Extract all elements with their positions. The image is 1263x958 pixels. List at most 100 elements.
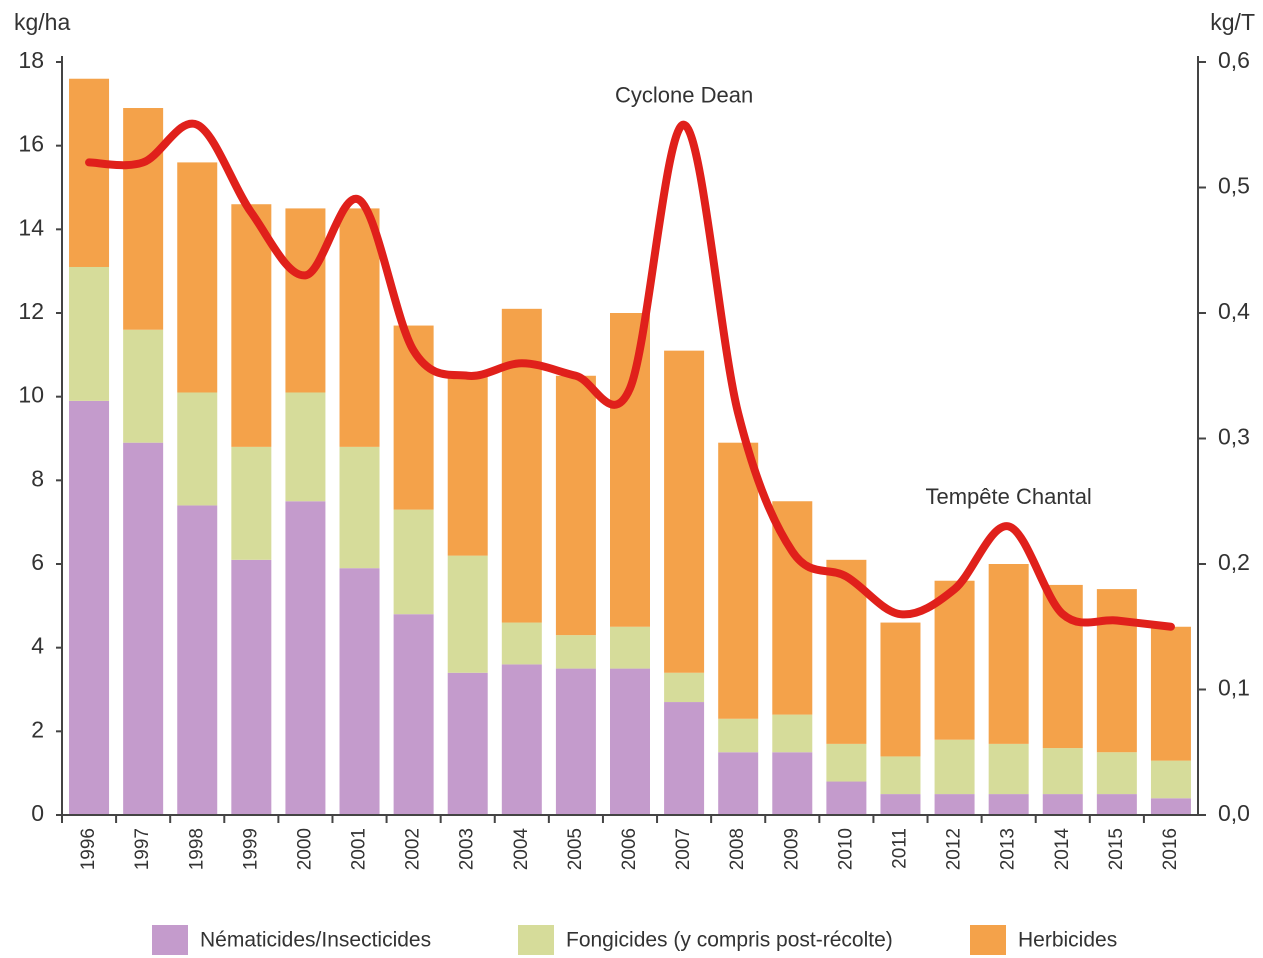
- y2-tick-label: 0,5: [1218, 173, 1250, 199]
- bar-segment: [826, 781, 867, 815]
- bar-segment: [339, 208, 380, 447]
- y-tick-label: 4: [31, 633, 44, 659]
- bar-segment: [447, 375, 488, 556]
- bar-segment: [555, 635, 596, 669]
- legend-label: Herbicides: [1018, 929, 1117, 952]
- legend-swatch: [518, 925, 554, 955]
- legend-swatch: [152, 925, 188, 955]
- bar-segment: [123, 108, 164, 330]
- bar-segment: [69, 266, 110, 401]
- bar-segment: [555, 668, 596, 815]
- bar-segment: [934, 794, 975, 815]
- x-tick-label: 2006: [619, 828, 640, 870]
- bar-segment: [447, 672, 488, 815]
- y-tick-label: 8: [31, 465, 44, 491]
- bar-segment: [393, 614, 434, 815]
- bar-segment: [826, 743, 867, 782]
- bar-segment: [231, 559, 272, 815]
- legend-label: Fongicides (y compris post-récolte): [566, 929, 893, 952]
- bar-segment: [1096, 589, 1137, 753]
- bar-segment: [1042, 794, 1083, 815]
- bar-segment: [447, 555, 488, 673]
- legend-label: Nématicides/Insecticides: [200, 929, 431, 952]
- x-tick-label: 2004: [511, 828, 532, 871]
- y2-tick-label: 0,1: [1218, 675, 1250, 701]
- bar-segment: [501, 308, 542, 623]
- bar-segment: [718, 442, 759, 719]
- bar-segment: [177, 162, 218, 393]
- y2-tick-label: 0,4: [1218, 298, 1250, 324]
- x-tick-label: 1998: [186, 828, 207, 870]
- bar-segment: [718, 752, 759, 815]
- y2-axis-label: kg/T: [1210, 9, 1255, 35]
- bar-segment: [772, 752, 813, 815]
- bar-segment: [1150, 798, 1191, 815]
- bar-segment: [231, 446, 272, 560]
- annotation: Cyclone Dean: [615, 83, 753, 108]
- bar-segment: [123, 442, 164, 815]
- y-tick-label: 6: [31, 549, 44, 575]
- y2-tick-label: 0,3: [1218, 424, 1250, 450]
- bar-segment: [610, 668, 650, 815]
- bar-segment: [718, 718, 759, 753]
- x-tick-label: 2007: [673, 828, 694, 870]
- bar-segment: [934, 580, 975, 740]
- bar-segment: [285, 392, 326, 502]
- x-tick-label: 2008: [727, 828, 748, 870]
- y-tick-label: 12: [18, 298, 44, 324]
- y2-tick-label: 0,2: [1218, 549, 1250, 575]
- bar-segment: [123, 329, 164, 443]
- bar-segment: [555, 375, 596, 636]
- bar-segment: [339, 568, 380, 815]
- bar-segment: [664, 350, 705, 673]
- x-tick-label: 2002: [403, 828, 424, 870]
- x-tick-label: 2001: [349, 828, 370, 870]
- bar-segment: [339, 446, 380, 569]
- bar-segment: [988, 564, 1029, 744]
- x-tick-label: 2015: [1106, 828, 1127, 870]
- bar-segment: [177, 505, 218, 815]
- bar-segment: [69, 400, 110, 815]
- x-tick-label: 2014: [1052, 828, 1073, 871]
- bar-segment: [1150, 626, 1191, 761]
- x-tick-label: 2005: [565, 828, 586, 870]
- bar-segment: [1096, 752, 1137, 795]
- bar-segment: [934, 739, 975, 795]
- x-tick-label: 2009: [781, 828, 802, 870]
- bar-segment: [1096, 794, 1137, 815]
- bar-segment: [285, 208, 326, 393]
- line: [85, 119, 1175, 631]
- bar-segment: [772, 714, 813, 753]
- y-tick-label: 18: [18, 47, 44, 73]
- y-axis-label: kg/ha: [14, 9, 70, 35]
- x-tick-label: 1999: [240, 828, 261, 870]
- bar-segment: [610, 313, 650, 627]
- x-tick-label: 1996: [78, 828, 99, 870]
- legend-swatch: [970, 925, 1006, 955]
- y-tick-label: 16: [18, 131, 44, 157]
- bar-segment: [501, 664, 542, 815]
- bar-segment: [1042, 748, 1083, 795]
- bar-segment: [393, 509, 434, 615]
- y-tick-label: 2: [31, 716, 44, 742]
- bar-segment: [177, 392, 218, 506]
- bar-segment: [880, 622, 921, 757]
- x-tick-label: 2012: [944, 828, 965, 870]
- bar-segment: [1150, 760, 1191, 799]
- x-tick-label: 2011: [889, 828, 910, 869]
- bar-segment: [880, 756, 921, 795]
- y2-tick-label: 0,6: [1218, 47, 1250, 73]
- bar-segment: [231, 204, 272, 447]
- x-tick-label: 2010: [835, 828, 856, 870]
- y-tick-label: 10: [18, 382, 44, 408]
- bar-segment: [69, 78, 110, 267]
- x-tick-label: 1997: [132, 828, 153, 870]
- bar-segment: [988, 743, 1029, 795]
- x-tick-label: 2013: [998, 828, 1019, 870]
- y-tick-label: 0: [31, 800, 44, 826]
- x-tick-label: 2016: [1160, 828, 1181, 870]
- bar-segment: [988, 794, 1029, 815]
- bar-segment: [285, 501, 326, 815]
- x-tick-label: 2003: [457, 828, 478, 870]
- y2-tick-label: 0,0: [1218, 800, 1250, 826]
